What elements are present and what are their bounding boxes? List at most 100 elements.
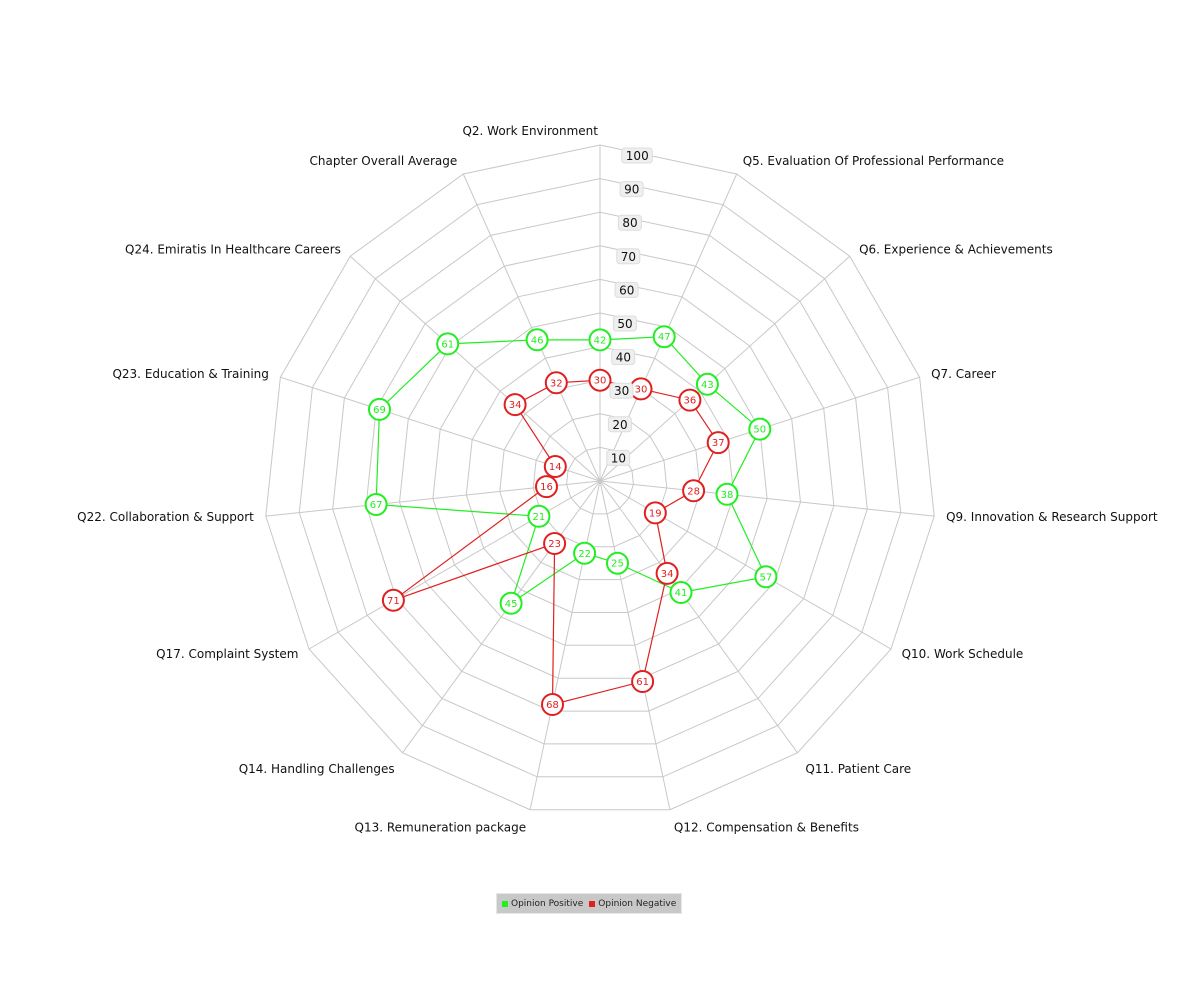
axis-spoke xyxy=(599,480,798,754)
radial-tick-labels: 10 20 30 40 50 60 70 80 90 100 xyxy=(606,147,653,466)
data-point xyxy=(655,561,679,585)
data-label: 50 xyxy=(753,425,766,436)
data-label: 28 xyxy=(687,486,700,497)
axis-spoke xyxy=(599,480,935,517)
radar-grid xyxy=(265,144,935,811)
data-label: 32 xyxy=(550,378,563,389)
axis-label: Q2. Work Environment xyxy=(462,124,598,138)
axis-label: Q12. Compensation & Benefits xyxy=(674,820,859,834)
series-line xyxy=(393,379,719,706)
data-point xyxy=(631,670,655,693)
data-point xyxy=(754,565,778,589)
data-point xyxy=(368,397,391,421)
data-point xyxy=(503,393,527,417)
data-point xyxy=(678,388,702,412)
data-label: 19 xyxy=(649,508,662,519)
data-point xyxy=(606,551,629,575)
data-label: 46 xyxy=(531,335,544,346)
axis-label: Q5. Evaluation Of Professional Performan… xyxy=(743,154,1004,168)
data-label: 57 xyxy=(760,572,773,583)
axis-spoke xyxy=(308,480,601,650)
data-point xyxy=(588,368,612,392)
axis-label: Q22. Collaboration & Support xyxy=(77,510,254,524)
grid-ring xyxy=(432,312,768,646)
axis-spoke xyxy=(349,255,601,482)
grid-ring xyxy=(365,245,835,712)
data-label: 45 xyxy=(505,599,518,610)
axis-label: Q13. Remuneration package xyxy=(355,820,527,834)
data-label: 14 xyxy=(549,462,562,473)
grid-ring xyxy=(265,144,935,811)
series-2: 30 30 36 37 28 19 34 61 68 23 71 16 14 34 32 xyxy=(381,368,730,716)
axis-spoke xyxy=(599,480,892,650)
axis-label: Q7. Career xyxy=(931,367,996,381)
axis-label: Q24. Emiratis In Healthcare Careers xyxy=(125,243,341,257)
grid-ring xyxy=(499,379,701,581)
data-point xyxy=(541,693,564,716)
tick-label-bg xyxy=(607,416,632,433)
tick-label: 40 xyxy=(616,351,631,365)
axis-spoke xyxy=(402,480,601,754)
data-label: 25 xyxy=(611,559,624,570)
data-point xyxy=(715,482,739,506)
data-label: 42 xyxy=(594,335,607,346)
data-label: 71 xyxy=(387,596,400,607)
data-label: 30 xyxy=(594,376,607,387)
series-1: 42 47 43 50 38 57 41 25 22 45 21 67 69 61 46 xyxy=(364,325,778,615)
tick-label-bg xyxy=(614,281,639,298)
data-point xyxy=(652,325,676,349)
legend-item: Opinion Negative xyxy=(589,899,676,909)
tick-label-bg xyxy=(617,214,642,231)
data-label: 21 xyxy=(533,512,546,523)
data-label: 22 xyxy=(578,549,591,560)
data-point xyxy=(682,479,706,503)
data-label: 34 xyxy=(509,400,522,411)
data-point xyxy=(543,455,567,478)
tick-label: 60 xyxy=(619,283,634,297)
axis-label: Q11. Patient Care xyxy=(805,762,911,776)
tick-label: 50 xyxy=(617,317,632,331)
data-label: 23 xyxy=(548,539,561,550)
axis-label: Q10. Work Schedule xyxy=(902,647,1024,661)
data-label: 68 xyxy=(546,700,559,711)
data-point xyxy=(535,475,558,499)
data-point xyxy=(588,328,612,352)
tick-label: 90 xyxy=(624,183,639,197)
data-point xyxy=(573,541,597,565)
data-label: 61 xyxy=(636,677,649,688)
data-point xyxy=(381,588,405,612)
axis-label: Q9. Innovation & Research Support xyxy=(946,510,1158,524)
legend: Opinion Positive Opinion Negative xyxy=(496,893,683,914)
axis-label: Q23. Education & Training xyxy=(112,367,268,381)
tick-label-bg xyxy=(619,181,644,198)
data-point xyxy=(669,581,693,604)
legend-swatch xyxy=(502,900,508,907)
data-point xyxy=(748,417,772,441)
data-label: 37 xyxy=(712,438,725,449)
data-point xyxy=(527,504,551,528)
axis-label: Chapter Overall Average xyxy=(310,154,458,168)
data-label: 67 xyxy=(370,500,383,511)
axis-spoke xyxy=(599,255,851,482)
data-point xyxy=(525,328,549,352)
series-layer: 42 47 43 50 38 57 41 25 22 45 21 67 69 61 46 30 30 36 37 28… xyxy=(364,325,778,716)
legend-item: Opinion Positive xyxy=(502,899,583,909)
axis-label: Q6. Experience & Achievements xyxy=(859,243,1053,257)
tick-label: 100 xyxy=(626,149,649,163)
data-point xyxy=(544,371,568,395)
data-point xyxy=(499,591,523,615)
data-point xyxy=(695,372,719,396)
data-label: 61 xyxy=(441,339,454,350)
axis-label: Q14. Handling Challenges xyxy=(239,762,395,776)
data-label: 69 xyxy=(373,405,386,416)
grid-ring xyxy=(298,178,902,778)
tick-label-bg xyxy=(606,449,631,466)
tick-label: 10 xyxy=(611,451,626,465)
tick-label-bg xyxy=(621,147,653,164)
tick-label: 80 xyxy=(622,216,637,230)
axis-label: Q17. Complaint System xyxy=(156,647,298,661)
data-label: 47 xyxy=(658,332,671,343)
tick-label-bg xyxy=(616,248,641,265)
tick-label: 70 xyxy=(621,250,636,264)
